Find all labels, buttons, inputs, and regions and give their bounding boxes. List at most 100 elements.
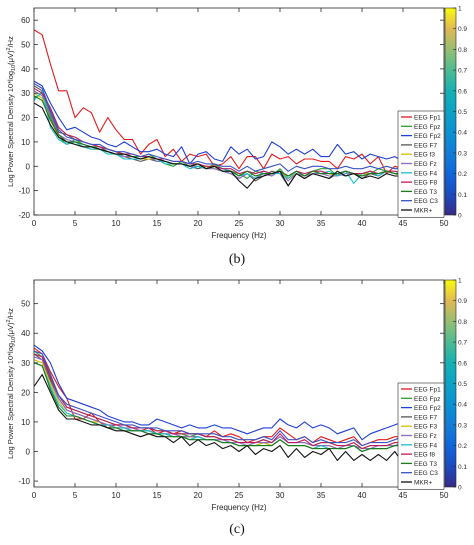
colorbar-tick-label: 0.3 bbox=[458, 422, 467, 429]
colorbar-tick-label: 1 bbox=[458, 6, 462, 13]
legend-label: EEG F4 bbox=[414, 442, 438, 449]
colorbar-tick-label: 0.9 bbox=[458, 26, 467, 33]
y-tick-label: 50 bbox=[21, 300, 30, 309]
caption-b: (b) bbox=[228, 252, 246, 267]
series-line-eeg-fp2 bbox=[34, 80, 412, 165]
legend-label: EEG f3 bbox=[414, 152, 435, 159]
colorbar-tick-label: 0.8 bbox=[458, 319, 467, 326]
x-tick-label: 10 bbox=[112, 219, 121, 228]
x-tick-label: 30 bbox=[276, 219, 285, 228]
series-line-eeg-fp1 bbox=[34, 347, 412, 447]
legend-label: EEG F7 bbox=[414, 414, 438, 421]
x-tick-label: 20 bbox=[194, 219, 203, 228]
legend-label: EEG Fp1 bbox=[414, 115, 441, 122]
y-tick-label: 10 bbox=[21, 418, 30, 427]
plot-lines bbox=[34, 344, 412, 464]
x-tick-label: 40 bbox=[358, 491, 367, 500]
x-tick-label: 25 bbox=[235, 219, 244, 228]
y-tick-label: -10 bbox=[18, 477, 30, 486]
x-tick-label: 45 bbox=[399, 491, 408, 500]
legend-label: EEG Fpz bbox=[414, 124, 440, 131]
x-tick-label: 15 bbox=[153, 219, 162, 228]
y-tick-label: 40 bbox=[21, 65, 30, 74]
caption-c: (c) bbox=[229, 522, 245, 537]
colorbar-tick-label: 0.3 bbox=[458, 150, 467, 157]
x-tick-label: 40 bbox=[358, 219, 367, 228]
y-tick-label: 30 bbox=[21, 359, 30, 368]
series-line-eeg-fp2 bbox=[34, 344, 412, 441]
colorbar-tick-label: 0 bbox=[458, 213, 462, 220]
x-tick-label: 5 bbox=[73, 491, 78, 500]
series-line-eeg-fpz bbox=[34, 92, 412, 180]
colorbar-tick-label: 0.5 bbox=[458, 109, 467, 116]
series-line-eeg-c3 bbox=[34, 350, 412, 447]
legend-label: EEG f8 bbox=[414, 452, 435, 459]
x-tick-label: 5 bbox=[73, 219, 78, 228]
x-tick-label: 15 bbox=[153, 491, 162, 500]
y-tick-label: 60 bbox=[21, 16, 30, 25]
x-tick-label: 25 bbox=[235, 491, 244, 500]
legend-label: EEG Fp1 bbox=[414, 387, 441, 394]
legend-label: EEG F8 bbox=[414, 180, 438, 187]
x-tick-label: 35 bbox=[317, 219, 326, 228]
y-axis-label-part: Log Power Spectral Density 10*log bbox=[6, 343, 15, 459]
x-tick-label: 50 bbox=[440, 219, 449, 228]
x-axis-label: Frequency (Hz) bbox=[211, 503, 266, 512]
y-tick-label: 10 bbox=[21, 138, 30, 147]
x-tick-label: 20 bbox=[194, 491, 203, 500]
y-tick-label: -10 bbox=[18, 187, 30, 196]
legend-label: EEG C3 bbox=[414, 198, 438, 205]
series-line-eeg-fpz bbox=[34, 350, 412, 450]
legend-label: EEG F3 bbox=[414, 424, 438, 431]
legend-label: EEG Fz bbox=[414, 433, 437, 440]
legend-label: EEG Fp2 bbox=[414, 133, 441, 140]
legend-label: MKR+ bbox=[414, 480, 432, 487]
series-line-eeg-c3 bbox=[34, 83, 412, 172]
y-axis-label-part: /Hz bbox=[6, 36, 15, 48]
y-tick-label: -20 bbox=[18, 211, 30, 220]
series-line-eeg-f3 bbox=[34, 92, 412, 180]
colorbar-tick-label: 0.2 bbox=[458, 443, 467, 450]
x-axis-label: Frequency (Hz) bbox=[211, 231, 266, 240]
x-tick-label: 0 bbox=[32, 219, 37, 228]
legend-label: EEG T3 bbox=[414, 189, 437, 196]
y-tick-label: 30 bbox=[21, 89, 30, 98]
series-line-mkr- bbox=[34, 374, 412, 464]
colorbar-tick-label: 0.2 bbox=[458, 171, 467, 178]
colorbar-tick-label: 0.7 bbox=[458, 340, 467, 347]
legend-label: EEG T3 bbox=[414, 461, 437, 468]
y-axis-label-part: 2 bbox=[6, 319, 12, 322]
legend-label: EEG C3 bbox=[414, 470, 438, 477]
series-line-eeg-f8 bbox=[34, 87, 412, 177]
x-tick-label: 10 bbox=[112, 491, 121, 500]
colorbar-tick-label: 0.6 bbox=[458, 88, 467, 95]
colorbar-tick-label: 0.1 bbox=[458, 192, 467, 199]
legend-label: EEG Fpz bbox=[414, 396, 440, 403]
y-tick-label: 20 bbox=[21, 114, 30, 123]
y-tick-label: 50 bbox=[21, 41, 30, 50]
legend-label: EEG Fp2 bbox=[414, 405, 441, 412]
colorbar-tick-label: 0.7 bbox=[458, 68, 467, 75]
legend-label: EEG F7 bbox=[414, 142, 438, 149]
colorbar-tick-label: 0.4 bbox=[458, 130, 467, 137]
series-line-eeg-fz bbox=[34, 356, 412, 450]
colorbar-tick-label: 0.8 bbox=[458, 47, 467, 54]
y-axis-label-part: 10 bbox=[11, 65, 17, 71]
colorbar-tick-label: 0 bbox=[458, 485, 462, 492]
x-tick-label: 0 bbox=[32, 491, 37, 500]
x-tick-label: 35 bbox=[317, 491, 326, 500]
y-axis-label-part: (μV) bbox=[6, 322, 15, 337]
y-axis-label-part: 2 bbox=[6, 47, 12, 50]
y-tick-label: 40 bbox=[21, 329, 30, 338]
plot-frame bbox=[33, 279, 445, 488]
series-line-mkr- bbox=[34, 102, 412, 189]
y-axis-label-part: /Hz bbox=[6, 308, 15, 320]
y-axis-label: Log Power Spectral Density 10*log10(μV)2… bbox=[6, 36, 17, 187]
legend-label: EEG Fz bbox=[414, 161, 437, 168]
colorbar-tick-label: 0.9 bbox=[458, 298, 467, 305]
colorbar-tick-label: 1 bbox=[458, 278, 462, 285]
y-axis-label-part: 10 bbox=[11, 337, 17, 343]
colorbar-tick-label: 0.5 bbox=[458, 381, 467, 388]
y-tick-label: 20 bbox=[21, 388, 30, 397]
